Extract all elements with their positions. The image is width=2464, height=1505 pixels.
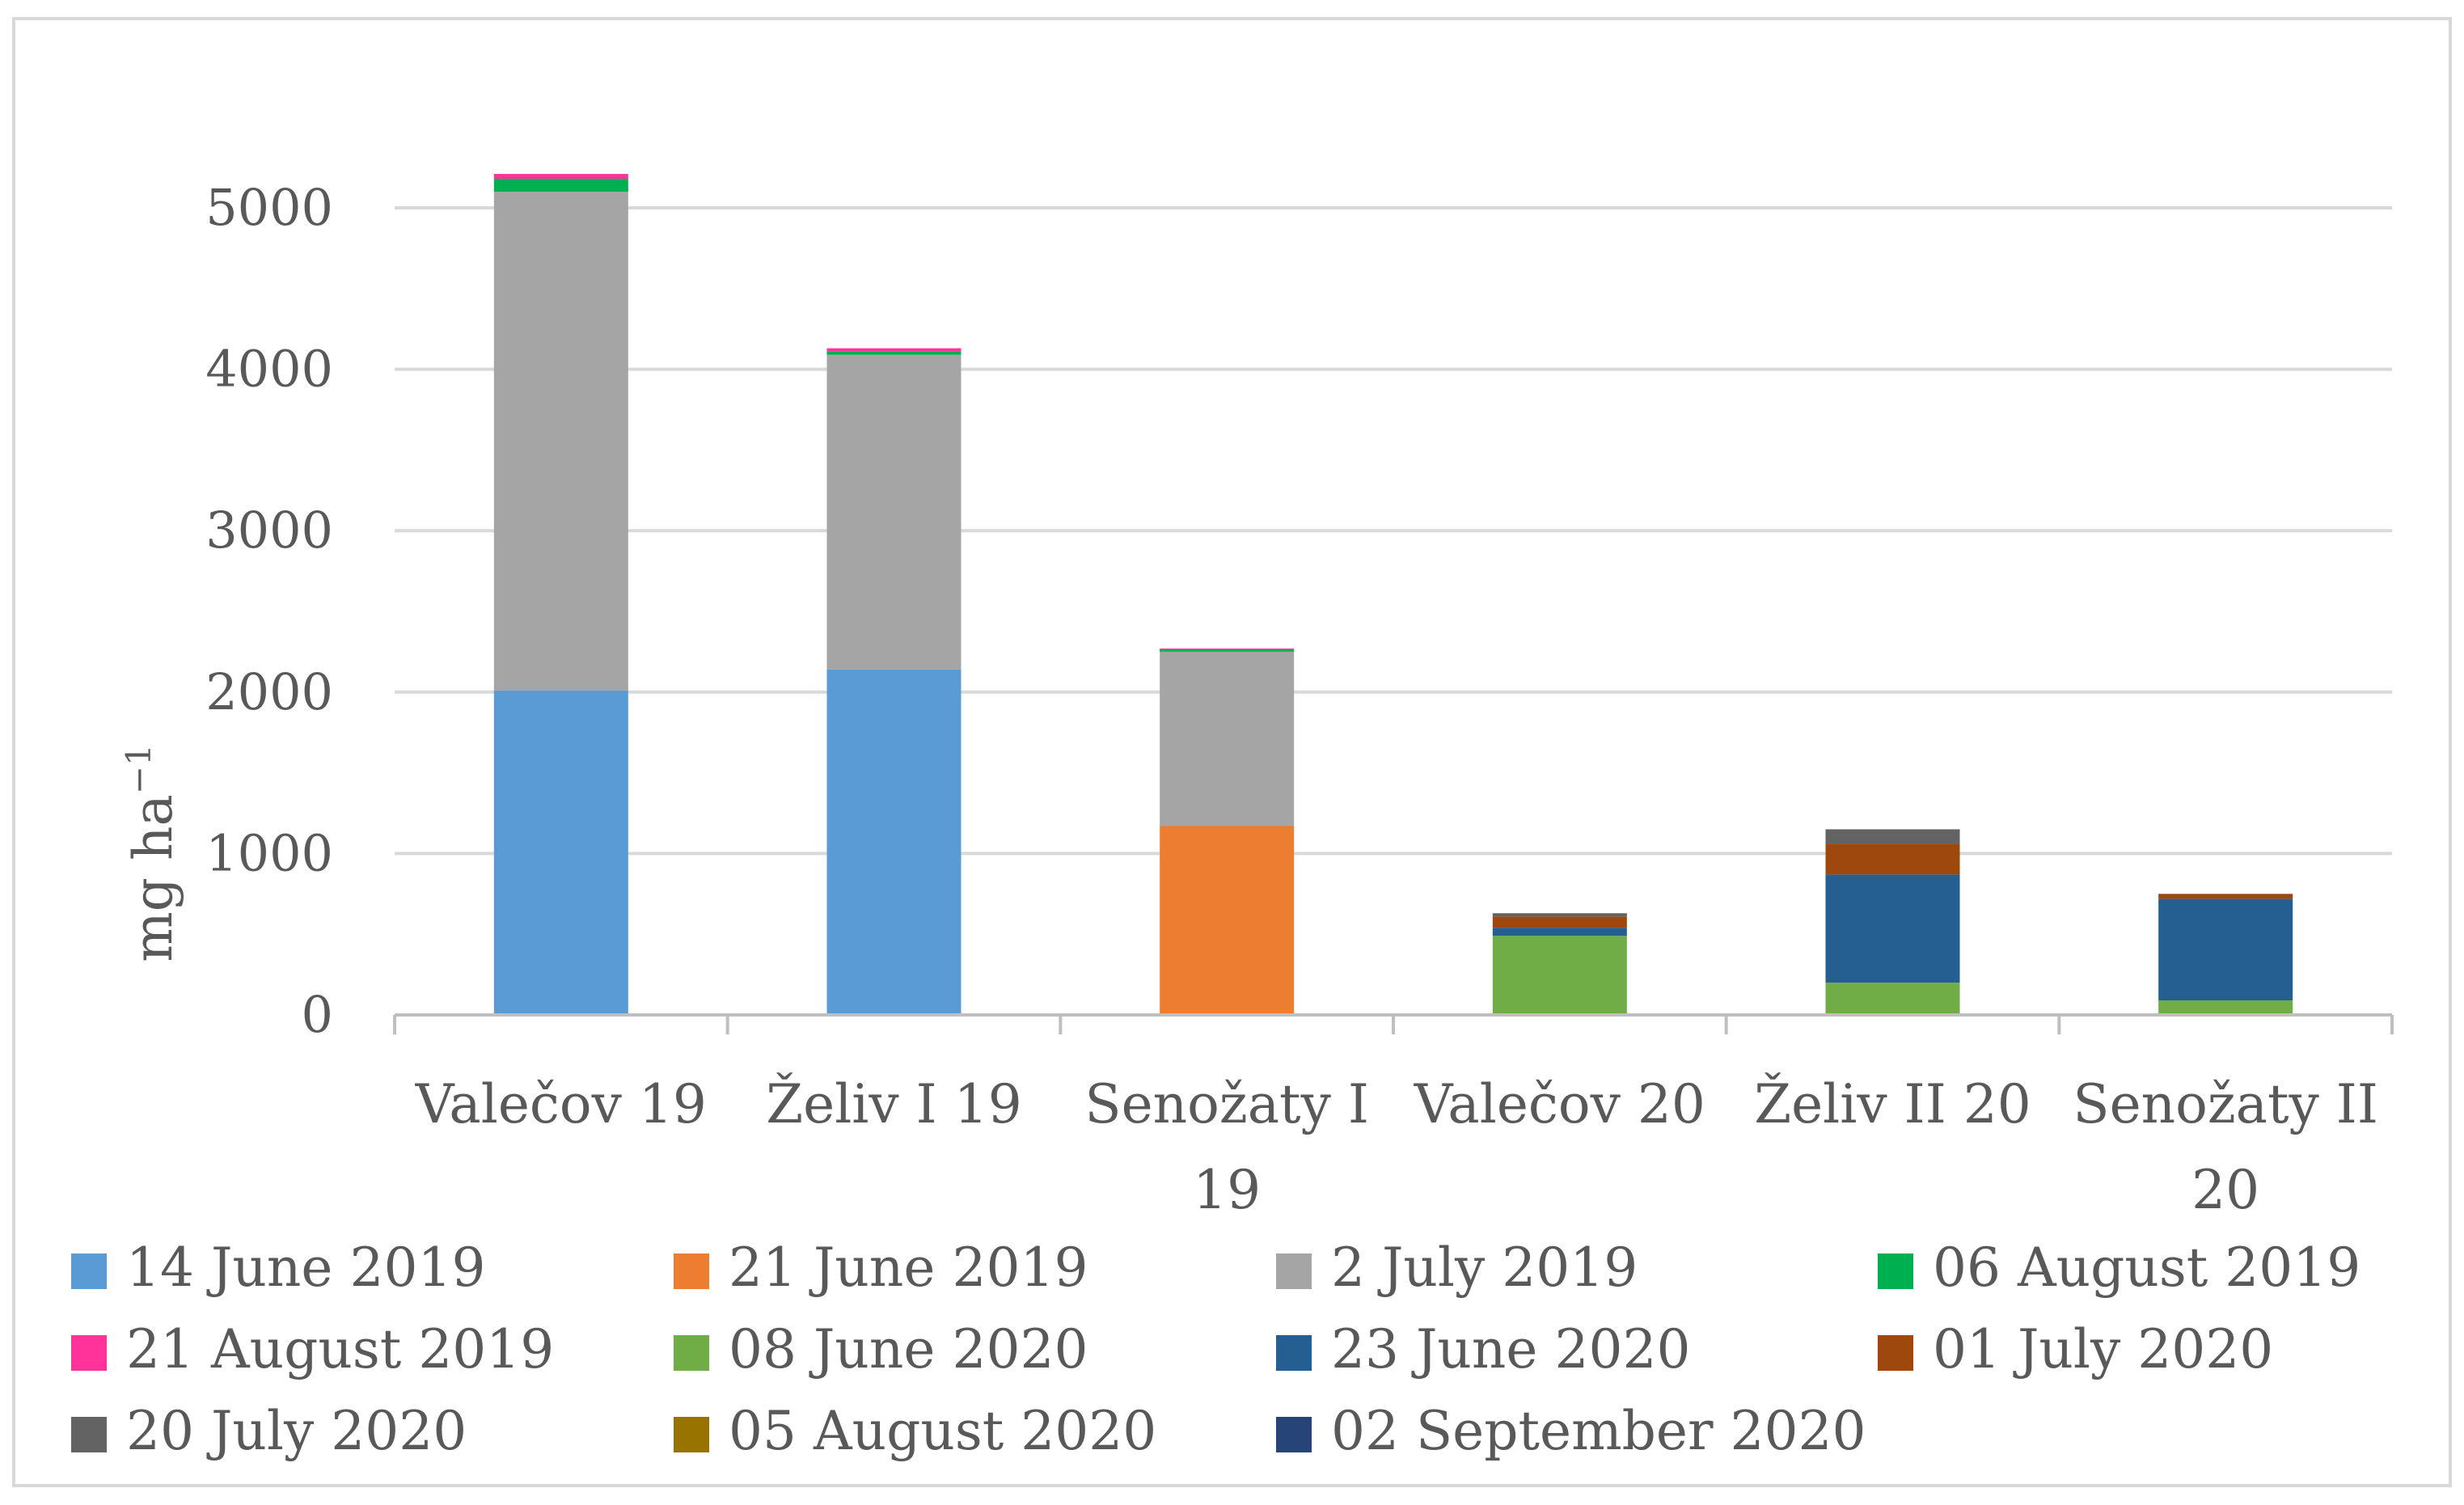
legend-swatch [1276,1417,1312,1452]
legend-label: 01 July 2020 [1933,1318,2273,1380]
x-category-label: Senožaty II [2073,1073,2378,1135]
x-category-label: 19 [1193,1159,1261,1221]
legend-swatch [71,1417,107,1452]
x-category-label: Želiv I 19 [766,1073,1021,1135]
grid-layer [395,206,2392,856]
bar-segment [493,192,628,691]
y-tick-label: 0 [302,985,333,1044]
legend-label: 21 August 2019 [126,1318,554,1380]
bar-segment [493,690,628,1015]
legend-label: 20 July 2020 [126,1400,467,1462]
bar-segment [826,354,962,670]
x-category-label: Valečov 20 [1414,1073,1705,1135]
bar-segment [1825,983,1960,1015]
bar-segment [826,348,962,352]
y-tick-label: 1000 [205,823,333,882]
bar-segment [1160,651,1295,826]
legend-label: 14 June 2019 [126,1237,485,1299]
bar-segment [493,174,628,180]
legend-label: 02 September 2020 [1331,1400,1866,1462]
bar-segment [1160,649,1295,652]
bar-segment [1492,936,1627,1015]
y-axis-title-superscript: −1 [119,744,158,794]
legend-swatch [1276,1253,1312,1289]
legend-swatch [71,1335,107,1371]
bar-segment [1825,874,1960,983]
bar-segment [1492,928,1627,936]
legend-swatch [674,1335,709,1371]
y-tick-label: 2000 [205,662,333,721]
legend-label: 06 August 2019 [1933,1237,2360,1299]
legend-label: 05 August 2020 [729,1400,1156,1462]
bar-segment [1825,829,1960,844]
x-category-label: Valečov 19 [415,1073,707,1135]
bar-segment [493,179,628,192]
axis-layer: 0 1000 2000 3000 4000 5000 Valečov 19 Želiv I 1… [205,178,2394,1221]
legend-swatch [674,1417,709,1452]
bar-segment [1825,843,1960,875]
bar-segment [1160,826,1295,1015]
legend-swatch [674,1253,709,1289]
bar-segment [2158,894,2293,899]
x-category-label: Senožaty I [1084,1073,1369,1135]
bars-layer [493,174,2293,1015]
bar-segment [826,669,962,1015]
y-tick-label: 4000 [205,340,333,399]
legend-label: 08 June 2020 [729,1318,1088,1380]
legend-swatch [1878,1253,1913,1289]
bar-segment [1492,916,1627,928]
legend-label: 2 July 2019 [1331,1237,1638,1299]
y-tick-label: 5000 [205,178,333,237]
bar-segment [826,351,962,355]
bar-segment [1492,913,1627,917]
y-axis-title: mg ha−1 [119,744,184,962]
bar-segment [2158,1000,2293,1015]
legend-layer: 14 June 2019 21 June 2019 2 July 2019 06 Au… [71,1237,2360,1462]
legend-label: 23 June 2020 [1331,1318,1690,1380]
x-category-label: 20 [2191,1159,2259,1221]
legend-swatch [1878,1335,1913,1371]
y-axis-title-main: mg ha [122,794,184,962]
legend-swatch [1276,1335,1312,1371]
x-category-label: Želiv II 20 [1754,1073,2031,1135]
legend-label: 21 June 2019 [729,1237,1088,1299]
bar-segment [2158,898,2293,1001]
y-tick-label: 3000 [205,501,333,560]
legend-swatch [71,1253,107,1289]
